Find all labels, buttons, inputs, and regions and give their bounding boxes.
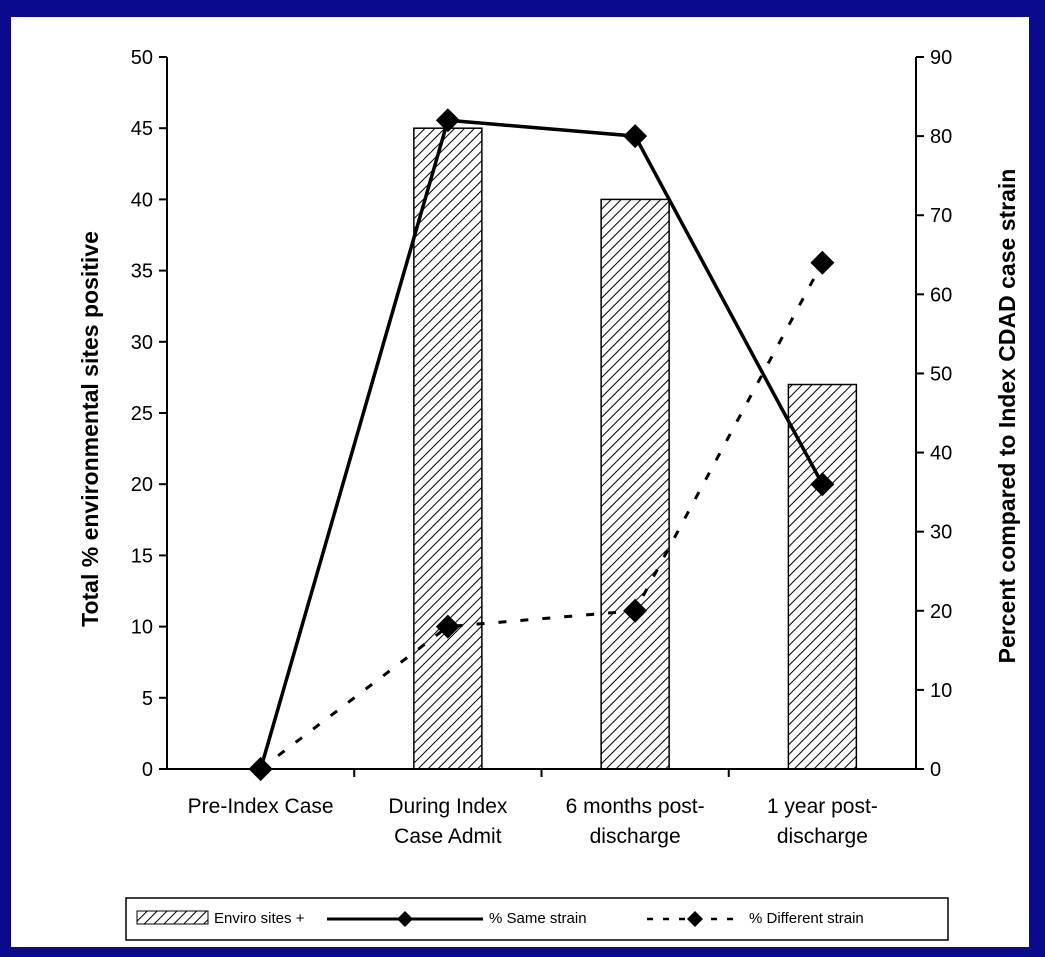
y-axis-title: Total % environmental sites positive bbox=[77, 231, 103, 627]
bar-2 bbox=[600, 198, 670, 770]
y2-tick-label-9: 90 bbox=[930, 47, 952, 69]
legend-marker-different bbox=[687, 911, 703, 927]
chart-panel: 0 5 10 15 20 25 30 35 40 45 50 0 10 20 30 40 50 60 70 80 90 P… bbox=[11, 17, 1029, 947]
marker-same-strain-2 bbox=[623, 124, 648, 149]
x-tick-label-1: During Index Case Admit bbox=[388, 795, 508, 848]
y2-tick-label-3: 30 bbox=[930, 522, 952, 544]
marker-different-strain-0 bbox=[248, 757, 273, 781]
marker-different-strain-1 bbox=[435, 614, 460, 639]
marker-same-strain-3 bbox=[810, 472, 835, 497]
y-tick-label-1: 5 bbox=[142, 688, 153, 710]
y2-tick-label-1: 10 bbox=[930, 680, 952, 702]
y-tick-label-7: 35 bbox=[131, 261, 153, 283]
legend-swatch-bars bbox=[136, 910, 209, 925]
bars-layer bbox=[413, 127, 858, 770]
y-tick-label-8: 40 bbox=[131, 189, 153, 211]
y-tick-label-5: 25 bbox=[131, 403, 153, 425]
line-same-strain bbox=[258, 118, 824, 770]
legend-label-different: % Different strain bbox=[749, 910, 864, 927]
y2-axis-title: Percent compared to Index CDAD case stra… bbox=[994, 169, 1020, 664]
y-tick-label-6: 30 bbox=[131, 332, 153, 354]
y-tick-label-3: 15 bbox=[131, 545, 153, 567]
legend: Enviro sites + % Same strain % Different… bbox=[125, 897, 949, 941]
lines-layer bbox=[248, 108, 835, 781]
bar-3 bbox=[787, 383, 858, 770]
combo-chart: 0 5 10 15 20 25 30 35 40 45 50 0 10 20 30 40 50 60 70 80 90 P… bbox=[77, 47, 1020, 941]
legend-marker-same bbox=[397, 911, 413, 927]
x-tick-label-3: 1 year post-discharge bbox=[767, 795, 878, 848]
y-tick-label-9: 45 bbox=[131, 118, 153, 140]
legend-label-bars: Enviro sites + bbox=[214, 910, 305, 927]
legend-box bbox=[125, 897, 949, 941]
y-tick-label-4: 20 bbox=[131, 474, 153, 496]
legend-label-same: % Same strain bbox=[489, 910, 587, 927]
y2-tick-label-7: 70 bbox=[930, 205, 952, 227]
y-tick-label-0: 0 bbox=[142, 759, 153, 781]
y-tick-label-10: 50 bbox=[131, 47, 153, 69]
line-different-strain bbox=[259, 261, 824, 771]
y2-tick-label-5: 50 bbox=[930, 363, 952, 385]
y2-tick-label-8: 80 bbox=[930, 126, 952, 148]
axes-layer bbox=[159, 56, 924, 777]
bar-1 bbox=[413, 127, 483, 770]
y2-tick-label-6: 60 bbox=[930, 284, 952, 306]
y2-tick-label-0: 0 bbox=[930, 759, 941, 781]
y2-tick-label-2: 20 bbox=[930, 601, 952, 623]
y2-tick-label-4: 40 bbox=[930, 443, 952, 465]
labels-layer: 0 5 10 15 20 25 30 35 40 45 50 0 10 20 30 40 50 60 70 80 90 P… bbox=[131, 47, 953, 848]
marker-different-strain-3 bbox=[810, 250, 835, 275]
marker-different-strain-2 bbox=[623, 598, 648, 623]
x-tick-label-2: 6 months post-discharge bbox=[566, 795, 705, 848]
y-tick-label-2: 10 bbox=[131, 617, 153, 639]
marker-same-strain-1 bbox=[435, 108, 460, 133]
x-tick-label-0: Pre-Index Case bbox=[188, 795, 334, 818]
